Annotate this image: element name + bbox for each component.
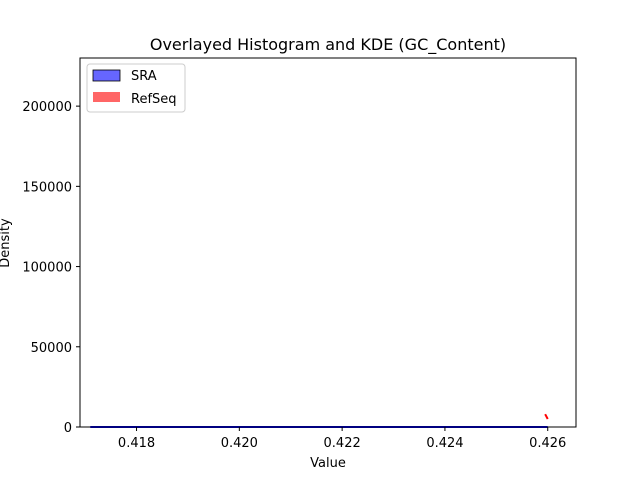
legend-label-sra: SRA: [131, 69, 157, 84]
y-tick-label: 200000: [22, 100, 72, 115]
x-axis-label: Value: [310, 456, 346, 471]
y-tick-label: 100000: [22, 261, 72, 276]
plot-area: [80, 58, 576, 427]
legend-swatch-sra: [92, 69, 121, 82]
x-tick-label: 0.424: [426, 436, 463, 451]
legend-label-refseq: RefSeq: [131, 92, 177, 107]
x-tick-label: 0.418: [118, 436, 155, 451]
chart-title: Overlayed Histogram and KDE (GC_Content): [150, 35, 506, 55]
legend: SRA RefSeq: [86, 63, 186, 113]
y-tick-label: 150000: [22, 180, 72, 195]
x-tick-label: 0.426: [529, 436, 566, 451]
legend-swatch-refseq: [93, 92, 120, 102]
x-tick-label: 0.420: [221, 436, 258, 451]
plot-frame: [79, 57, 577, 428]
axes-layer: 0.418 0.420 0.422 0.424 0.426 0 50000 100000 150…: [22, 57, 577, 451]
plot-background: [80, 58, 576, 427]
y-axis-label: Density: [0, 218, 13, 268]
x-tick-label: 0.422: [324, 436, 361, 451]
y-tick-label: 50000: [31, 341, 72, 356]
y-tick-label: 0: [64, 421, 72, 436]
kde-line-refseq: [544, 413, 549, 420]
